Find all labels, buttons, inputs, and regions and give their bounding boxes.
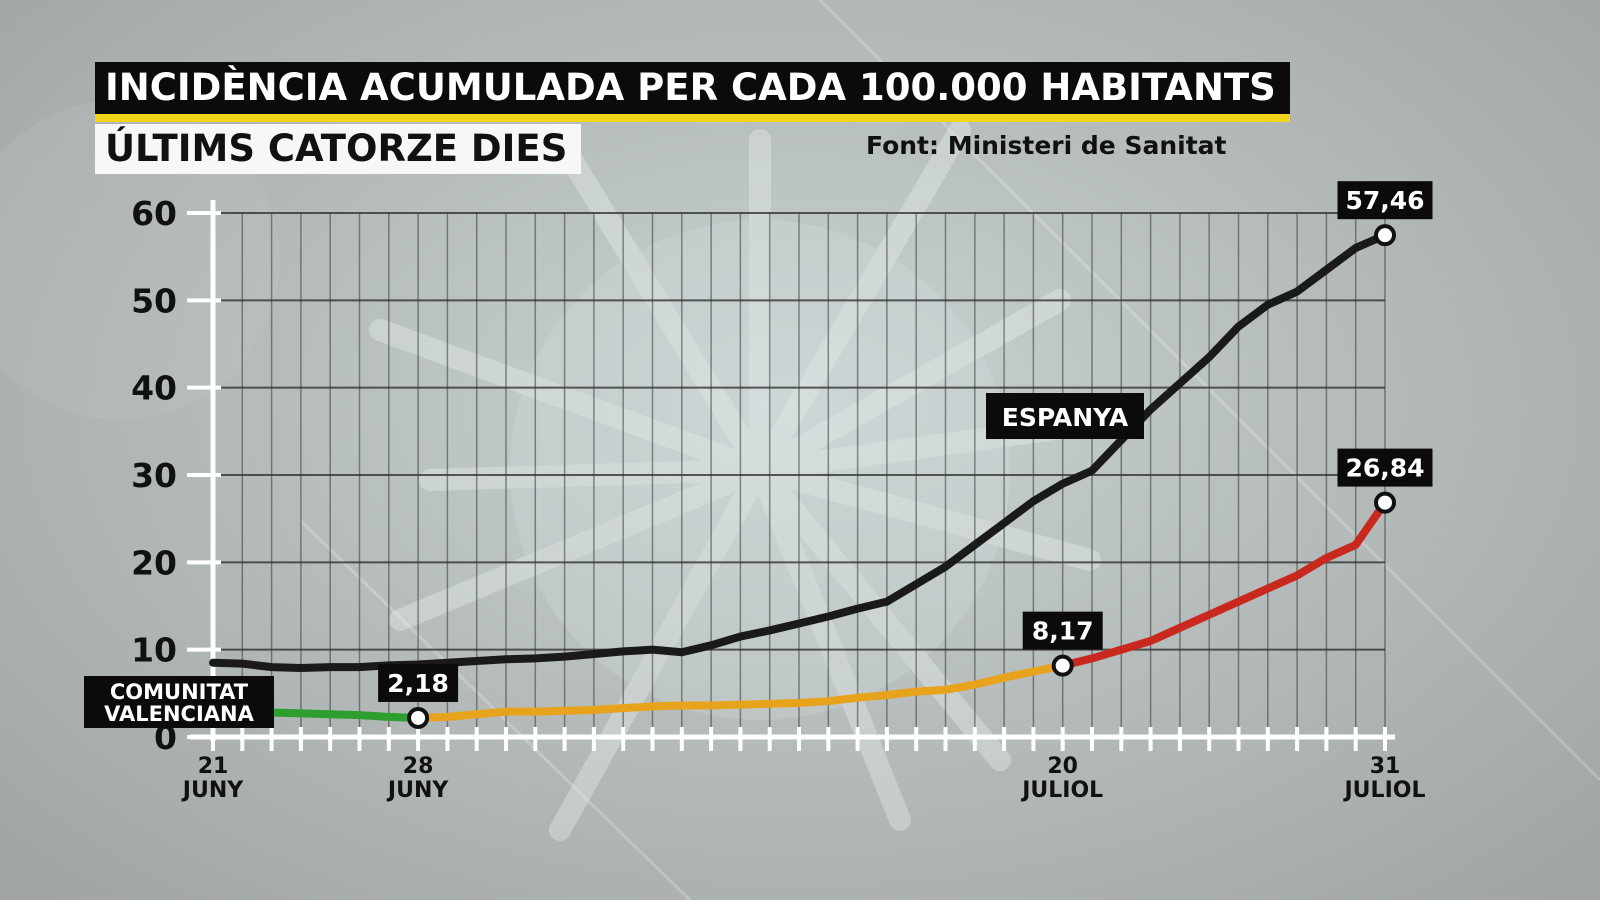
y-tick-label: 40 [131, 369, 177, 408]
y-tick-label: 60 [131, 194, 177, 233]
chart-subtitle: ÚLTIMS CATORZE DIES [95, 124, 582, 174]
series-line-segment [414, 661, 1067, 722]
x-tick-label-day: 28 [403, 754, 434, 779]
data-label-box [1022, 611, 1103, 650]
series-line-segment [1058, 498, 1389, 670]
data-point-marker [1051, 654, 1074, 677]
x-tick-label-day: 20 [1047, 754, 1078, 779]
y-tick-label: 30 [131, 456, 177, 495]
data-label: 2,18 [387, 669, 449, 698]
data-source: Font: Ministeri de Sanitat [866, 131, 1227, 160]
data-label-box [1337, 448, 1433, 487]
series-label: ESPANYA [1002, 403, 1129, 432]
x-tick-label-month: JULIOL [1343, 778, 1426, 803]
data-label: 8,17 [1032, 617, 1094, 646]
x-tick-label-month: JUNY [386, 778, 449, 803]
series-label: COMUNITAT [110, 680, 249, 704]
data-point-marker [1374, 224, 1396, 247]
data-point-marker [407, 706, 430, 729]
x-tick-label-day: 31 [1370, 754, 1401, 779]
x-tick-label-month: JULIOL [1020, 778, 1103, 803]
data-label: 57,46 [1345, 186, 1424, 215]
x-tick-label-day: 21 [198, 754, 229, 779]
x-tick-label-month: JUNY [181, 778, 244, 803]
chart-title: INCIDÈNCIA ACUMULADA PER CADA 100.000 HA… [95, 62, 1290, 122]
grid [187, 211, 1386, 739]
y-tick-label: 20 [131, 543, 177, 582]
series-label-box [84, 676, 274, 728]
data-point-marker [1374, 491, 1396, 514]
series-label-espanya: ESPANYA [986, 393, 1144, 439]
data-label-box [1337, 181, 1433, 220]
series-label-box [986, 393, 1144, 439]
series-label: VALENCIANA [104, 702, 254, 726]
data-label-box [378, 663, 459, 702]
y-tick-label: 50 [131, 281, 177, 320]
y-tick-label: 10 [131, 631, 177, 670]
data-label: 26,84 [1345, 454, 1424, 483]
